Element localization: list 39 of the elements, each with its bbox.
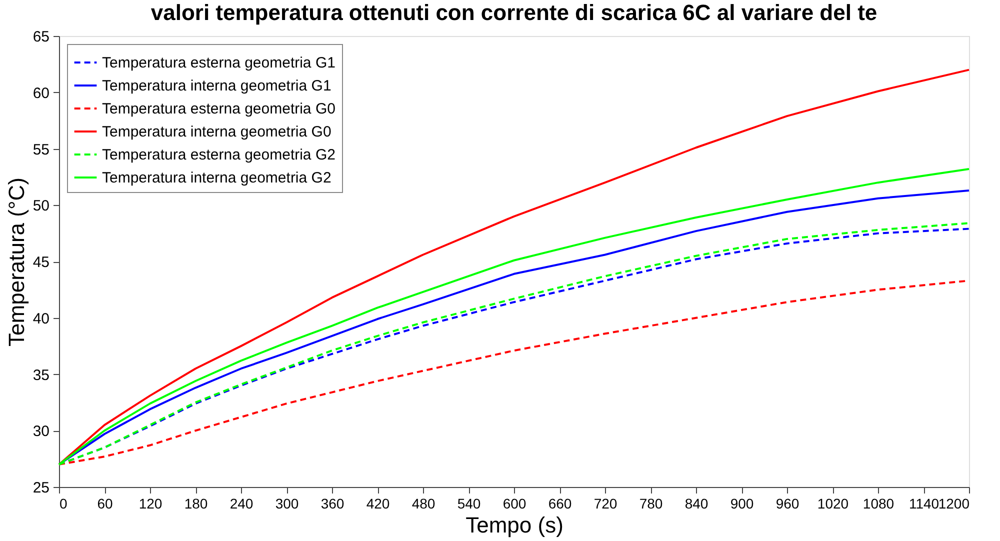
- x-tick-label: 1020: [817, 496, 849, 512]
- x-tick-label: 780: [639, 496, 663, 512]
- x-tick-label: 720: [594, 496, 618, 512]
- y-tick-label: 25: [32, 480, 50, 496]
- x-tick-label: 600: [502, 496, 526, 512]
- chart-title: valori temperatura ottenuti con corrente di scarica 6C al variare del te: [150, 0, 878, 25]
- x-tick-label: 420: [366, 496, 390, 512]
- x-tick-label: 1200: [938, 496, 970, 512]
- x-tick-label: 540: [457, 496, 481, 512]
- x-tick-label: 840: [684, 496, 708, 512]
- x-tick-label: 1140: [908, 496, 940, 512]
- y-tick-label: 40: [32, 310, 50, 328]
- y-tick-label: 30: [32, 423, 50, 440]
- y-tick-label: 55: [32, 141, 50, 158]
- x-tick-label: 960: [776, 496, 800, 512]
- x-tick-label: 360: [320, 496, 344, 512]
- y-tick-label: 50: [32, 198, 50, 215]
- x-tick-label: 120: [138, 496, 162, 512]
- y-tick-label: 45: [32, 254, 50, 271]
- y-tick-label: 60: [32, 84, 50, 102]
- x-tick-label: 240: [230, 496, 254, 512]
- y-tick-label: 65: [32, 28, 50, 46]
- y-tick-label: 35: [32, 366, 50, 384]
- x-tick-label: 1080: [862, 496, 894, 512]
- x-tick-label: 180: [184, 496, 208, 512]
- x-tick-label: 60: [97, 496, 113, 512]
- x-tick-label: 660: [548, 496, 572, 512]
- legend-label: Temperatura interna geometria G0: [102, 124, 332, 140]
- legend-label: Temperatura esterna geometria G2: [102, 146, 336, 164]
- y-axis-title: Temperatura (°C): [4, 178, 29, 346]
- legend-label: Temperatura interna geometria G2: [102, 170, 332, 186]
- x-tick-label: 0: [60, 496, 68, 512]
- legend-label: Temperatura interna geometria G1: [102, 78, 332, 94]
- legend-label: Temperatura esterna geometria G0: [102, 100, 336, 118]
- legend-label: Temperatura esterna geometria G1: [102, 54, 336, 72]
- x-tick-label: 900: [730, 496, 754, 512]
- x-axis-title: Tempo (s): [466, 512, 564, 538]
- x-tick-label: 300: [275, 496, 299, 512]
- x-tick-label: 480: [412, 496, 436, 512]
